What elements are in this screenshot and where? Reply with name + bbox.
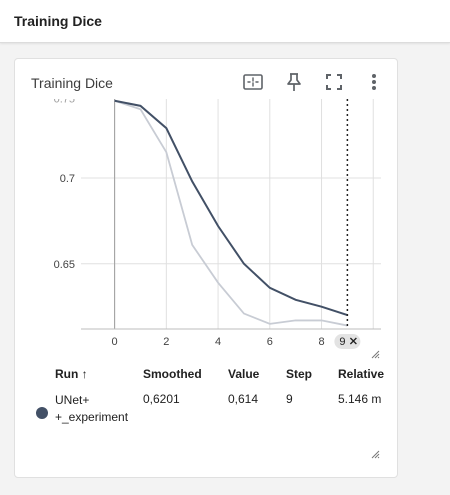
smoothed-series-line <box>114 99 348 317</box>
fullscreen-icon[interactable] <box>323 71 345 93</box>
card-title: Training Dice <box>31 75 113 91</box>
cell-smoothed: 0,6201 <box>143 392 180 406</box>
card-resize-handle[interactable] <box>370 449 380 459</box>
header-run[interactable]: Run ↑ <box>55 367 88 381</box>
cell-relative: 5.146 m <box>338 392 382 406</box>
y-tick-label: 0.7 <box>60 173 75 185</box>
hover-step-label: 9 <box>339 336 345 348</box>
x-tick-label: 6 <box>267 336 273 348</box>
x-tick-label: 0 <box>112 336 118 348</box>
x-tick-label: 8 <box>318 336 324 348</box>
y-tick-label-partial: 0.75 <box>54 99 75 106</box>
x-tick-label: 2 <box>163 336 169 348</box>
more-vert-icon[interactable] <box>363 71 385 93</box>
hover-step-badge <box>334 334 361 349</box>
run-name: UNet+ +_experiment <box>55 392 155 426</box>
x-tick-label: 4 <box>215 336 221 348</box>
run-name-line1: UNet+ <box>55 393 90 407</box>
close-icon[interactable] <box>349 337 357 345</box>
fit-domain-icon[interactable] <box>242 71 264 93</box>
header-smoothed[interactable]: Smoothed <box>143 367 202 381</box>
raw-series-line <box>114 99 348 327</box>
chart-resize-handle[interactable] <box>370 349 380 359</box>
y-tick-label: 0.65 <box>54 259 75 271</box>
header-value[interactable]: Value <box>228 367 260 381</box>
run-color-swatch <box>36 407 48 419</box>
page-header: Training Dice <box>0 0 450 43</box>
cell-step: 9 <box>286 392 293 406</box>
pin-icon[interactable] <box>283 71 305 93</box>
page-title: Training Dice <box>14 13 102 29</box>
header-step[interactable]: Step <box>286 367 313 381</box>
chart-area[interactable]: 9 0 2 4 6 8 0.7 0.65 0.75 <box>15 91 397 359</box>
cell-value: 0,614 <box>228 392 259 406</box>
run-name-line2: +_experiment <box>55 410 129 424</box>
line-chart[interactable]: 9 0 2 4 6 8 0.7 0.65 0.75 <box>15 91 397 359</box>
header-relative[interactable]: Relative <box>338 367 385 381</box>
scalar-card: Training Dice 9 0 2 4 6 8 0.7 0.65 0.75 <box>14 58 398 478</box>
